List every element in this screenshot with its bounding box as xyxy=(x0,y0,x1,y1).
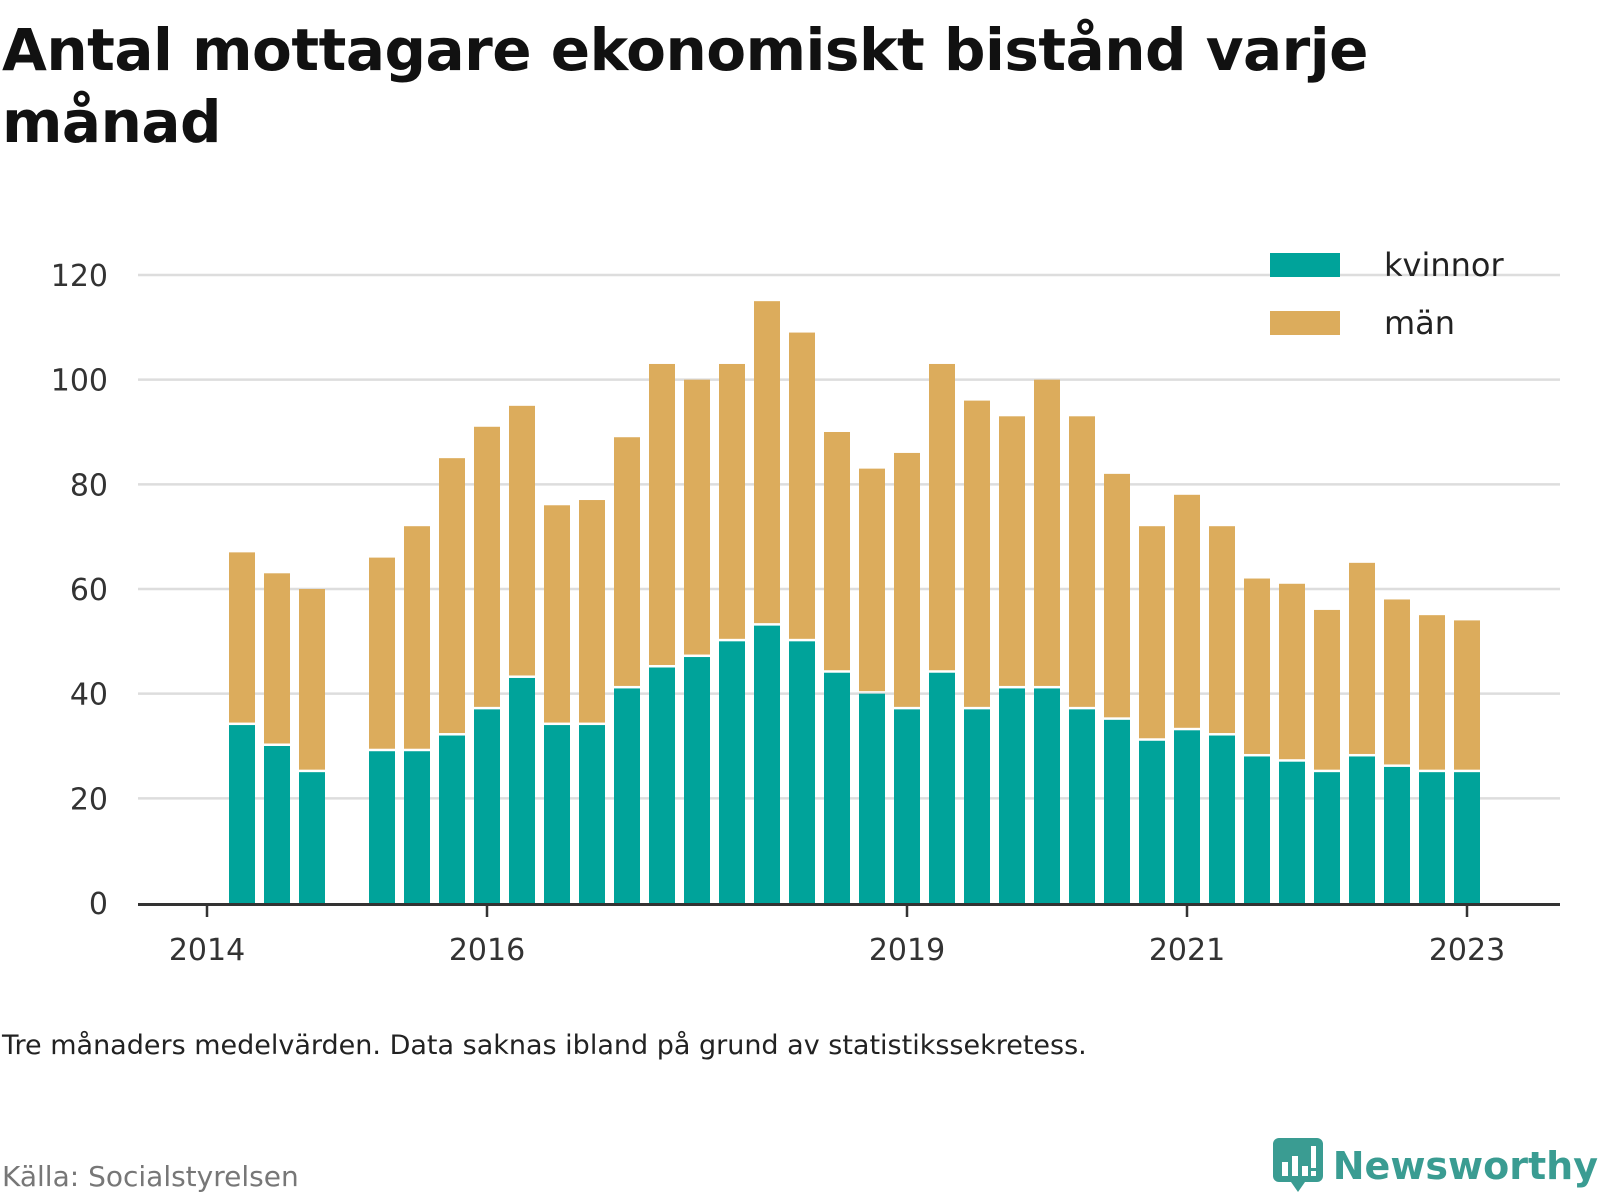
bar-kvinnor xyxy=(859,693,885,903)
bar-man xyxy=(1104,473,1130,718)
bar-kvinnor xyxy=(614,688,640,903)
bar-man xyxy=(929,363,955,671)
x-tick-label: 2021 xyxy=(1149,933,1225,968)
bar-man xyxy=(299,589,325,770)
bars xyxy=(229,301,1480,903)
bar-chart: 0 20 40 60 80 100 120 2014 2016 2019 2021 2023 kvin… xyxy=(51,246,1560,968)
bar-kvinnor xyxy=(1034,688,1060,903)
bar-man xyxy=(999,416,1025,686)
bar-man xyxy=(684,379,710,655)
bar-kvinnor xyxy=(579,725,605,903)
bar-kvinnor xyxy=(1209,735,1235,903)
y-tick-label: 60 xyxy=(70,573,108,608)
y-tick-label: 100 xyxy=(51,364,108,399)
bar-man xyxy=(1384,599,1410,765)
bar-man xyxy=(1209,526,1235,734)
y-tick-label: 0 xyxy=(89,887,108,922)
legend-label-man: män xyxy=(1384,304,1455,342)
source-label: Källa: Socialstyrelsen xyxy=(2,1160,299,1193)
axes: 0 20 40 60 80 100 120 2014 2016 2019 2021 2023 xyxy=(51,259,1560,968)
bar-man xyxy=(1279,583,1305,760)
bar-kvinnor xyxy=(824,672,850,903)
x-tick-label: 2016 xyxy=(449,933,525,968)
bar-kvinnor xyxy=(404,751,430,903)
legend: kvinnor män xyxy=(1270,246,1505,342)
bar-man xyxy=(404,526,430,749)
chart-note: Tre månaders medelvärden. Data saknas ib… xyxy=(2,1030,1087,1061)
bar-man xyxy=(579,500,605,723)
bar-kvinnor xyxy=(929,672,955,903)
legend-label-kvinnor: kvinnor xyxy=(1384,246,1505,284)
bar-man xyxy=(229,552,255,723)
bar-kvinnor xyxy=(299,772,325,903)
bar-kvinnor xyxy=(369,751,395,903)
bar-man xyxy=(894,452,920,707)
bar-man xyxy=(509,405,535,676)
bar-man xyxy=(824,432,850,671)
y-tick-label: 20 xyxy=(70,782,108,817)
bar-man xyxy=(474,426,500,707)
bar-man xyxy=(859,468,885,692)
bar-man xyxy=(1139,526,1165,739)
bar-kvinnor xyxy=(474,709,500,903)
bar-kvinnor xyxy=(1349,756,1375,903)
bar-man xyxy=(1314,609,1340,770)
bar-kvinnor xyxy=(894,709,920,903)
legend-swatch-man xyxy=(1270,311,1340,335)
bar-man xyxy=(439,458,465,734)
bar-kvinnor xyxy=(439,735,465,903)
bar-kvinnor xyxy=(684,657,710,903)
bar-kvinnor xyxy=(789,641,815,903)
newsworthy-logo: Newsworthy xyxy=(1272,1138,1598,1194)
bar-man xyxy=(754,301,780,624)
bar-kvinnor xyxy=(999,688,1025,903)
bar-man xyxy=(1244,578,1270,754)
bar-kvinnor xyxy=(544,725,570,903)
bar-kvinnor xyxy=(509,677,535,903)
bar-kvinnor xyxy=(1419,772,1445,903)
bar-man xyxy=(1034,379,1060,686)
bar-kvinnor xyxy=(229,725,255,903)
x-tick-label: 2019 xyxy=(869,933,945,968)
bar-kvinnor xyxy=(1314,772,1340,903)
bar-man xyxy=(964,400,990,707)
y-tick-label: 120 xyxy=(51,259,108,294)
bar-kvinnor xyxy=(1279,761,1305,903)
bar-man xyxy=(264,573,290,744)
bar-man xyxy=(369,557,395,749)
y-tick-label: 40 xyxy=(70,678,108,713)
bar-kvinnor xyxy=(1244,756,1270,903)
bar-kvinnor xyxy=(649,667,675,903)
x-tick-label: 2023 xyxy=(1429,933,1505,968)
y-tick-label: 80 xyxy=(70,468,108,503)
x-tick-label: 2014 xyxy=(169,933,245,968)
bar-kvinnor xyxy=(1104,719,1130,903)
legend-swatch-kvinnor xyxy=(1270,253,1340,277)
brand-name: Newsworthy xyxy=(1332,1144,1598,1188)
bar-kvinnor xyxy=(264,746,290,903)
bar-kvinnor xyxy=(964,709,990,903)
bar-kvinnor xyxy=(719,641,745,903)
bar-kvinnor xyxy=(1454,772,1480,903)
bar-kvinnor xyxy=(1384,766,1410,903)
bar-man xyxy=(1069,416,1095,707)
bar-man xyxy=(719,363,745,639)
bar-kvinnor xyxy=(754,625,780,903)
bar-man xyxy=(544,505,570,723)
bar-man xyxy=(1454,620,1480,770)
bar-man xyxy=(1174,494,1200,728)
bar-man xyxy=(614,437,640,686)
bar-kvinnor xyxy=(1139,740,1165,903)
bar-man xyxy=(1419,615,1445,770)
newsworthy-icon xyxy=(1272,1138,1323,1192)
bar-kvinnor xyxy=(1174,730,1200,903)
bar-man xyxy=(789,332,815,639)
bar-man xyxy=(649,363,675,665)
bar-kvinnor xyxy=(1069,709,1095,903)
chart-title: Antal mottagare ekonomiskt bistånd varje… xyxy=(2,16,1369,156)
bar-man xyxy=(1349,562,1375,754)
